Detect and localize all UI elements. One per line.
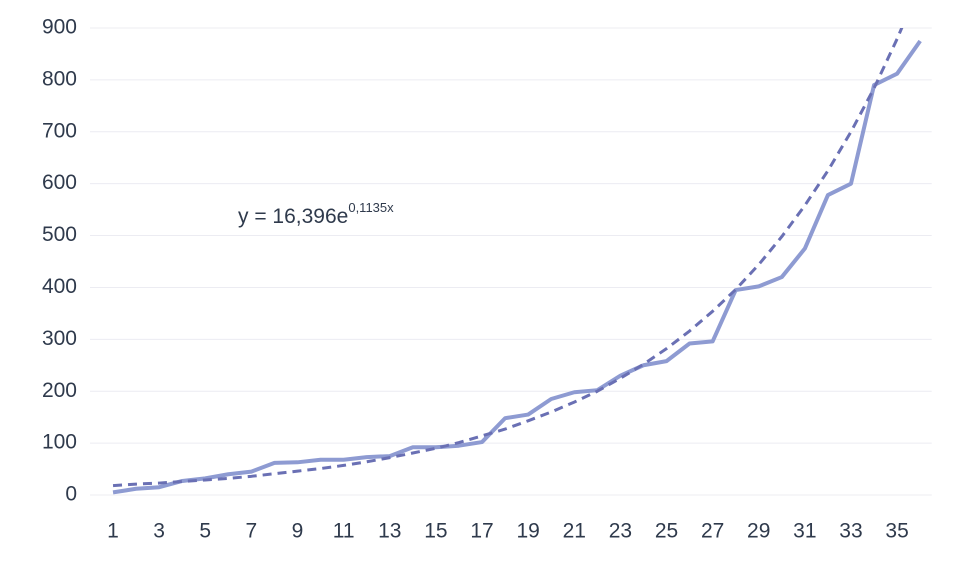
x-tick-label: 9	[292, 520, 304, 543]
annotation-base: y = 16,396e	[238, 205, 348, 228]
x-tick-label: 3	[153, 520, 165, 543]
x-tick-label: 35	[885, 520, 908, 543]
y-tick-label: 900	[42, 16, 77, 39]
x-tick-label: 13	[378, 520, 401, 543]
y-tick-label: 600	[42, 171, 77, 194]
y-tick-label: 800	[42, 67, 77, 90]
x-tick-label: 27	[701, 520, 724, 543]
y-tick-label: 0	[65, 483, 77, 506]
x-tick-label: 15	[424, 520, 447, 543]
y-tick-label: 500	[42, 223, 77, 246]
annotation: y = 16,396e0,1135x	[238, 200, 394, 227]
x-tick-label: 17	[470, 520, 493, 543]
x-tick-label: 1	[107, 520, 119, 543]
y-tick-label: 200	[42, 379, 77, 402]
y-tick-label: 300	[42, 327, 77, 350]
y-tick-label: 100	[42, 431, 77, 454]
x-tick-label: 33	[839, 520, 862, 543]
x-tick-label: 19	[516, 520, 539, 543]
x-tick-label: 23	[609, 520, 632, 543]
y-tick-label: 400	[42, 275, 77, 298]
x-tick-label: 25	[655, 520, 678, 543]
y-tick-label: 700	[42, 119, 77, 142]
data-line	[112, 39, 922, 495]
x-tick-label: 7	[246, 520, 258, 543]
x-tick-label: 29	[747, 520, 770, 543]
x-tick-label: 31	[793, 520, 816, 543]
x-tick-label: 5	[199, 520, 211, 543]
annotation-exponent: 0,1135x	[348, 200, 394, 215]
trend-line	[112, 28, 904, 488]
x-tick-label: 11	[333, 520, 355, 543]
x-tick-label: 21	[563, 520, 586, 543]
